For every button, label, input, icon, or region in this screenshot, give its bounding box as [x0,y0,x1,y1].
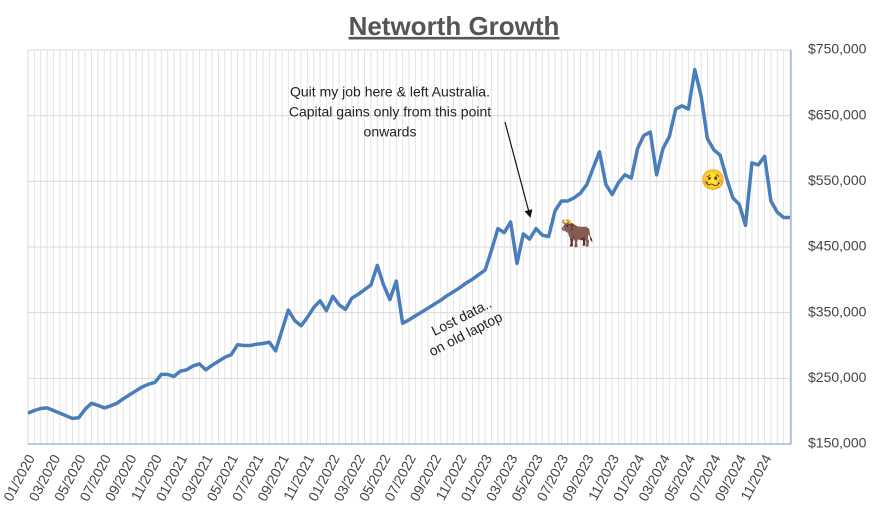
emoji: 🥴 [701,168,726,191]
y-tick-label: $750,000 [808,41,867,57]
annotation: onwards [364,124,417,140]
chart-title: Networth Growth [349,11,560,41]
emoji: 🐂 [560,217,595,248]
y-tick-label: $350,000 [808,303,867,319]
y-tick-label: $250,000 [808,369,867,385]
grid [28,49,791,445]
y-tick-label: $150,000 [808,435,867,451]
annotation-arrow [504,121,533,218]
y-tick-label: $550,000 [808,172,867,188]
y-tick-label: $450,000 [808,238,867,254]
y-tick-label: $650,000 [808,106,867,122]
annotation: Capital gains only from this point [289,104,491,120]
annotation: Quit my job here & left Australia. [290,84,490,100]
data-line [27,67,790,421]
